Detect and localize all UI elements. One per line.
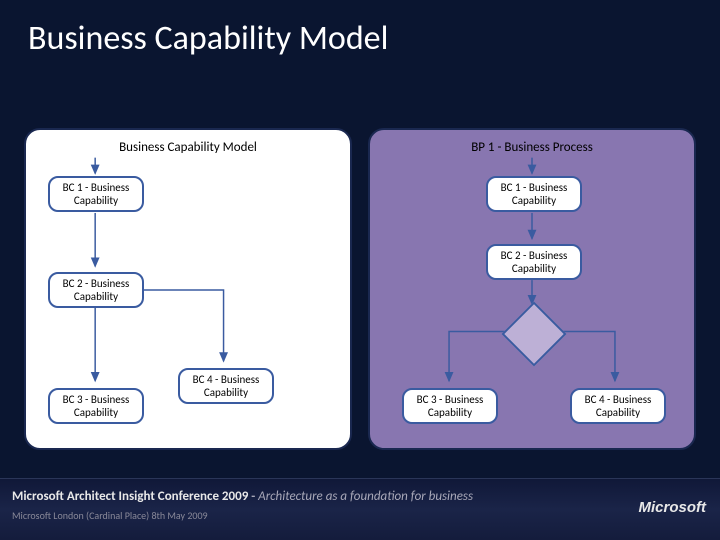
right-node-bc1: BC 1 - Business Capability	[486, 176, 582, 212]
right-panel-title: BP 1 - Business Process	[370, 140, 694, 155]
footer-tagline: Architecture as a foundation for busines…	[258, 489, 473, 504]
footer-bar: Microsoft Architect Insight Conference 2…	[0, 478, 720, 540]
left-node-bc2: BC 2 - Business Capability	[48, 272, 144, 308]
footer-conference-name: Microsoft Architect Insight Conference 2…	[12, 489, 248, 504]
left-panel: Business Capability Model BC 1 - Busines…	[24, 128, 352, 450]
right-decision-diamond	[501, 301, 566, 366]
right-node-bc3: BC 3 - Business Capability	[402, 388, 498, 424]
right-panel: BP 1 - Business Process BC 1 - Business …	[368, 128, 696, 450]
left-node-bc3: BC 3 - Business Capability	[48, 388, 144, 424]
slide-title: Business Capability Model	[28, 18, 388, 59]
left-node-bc1: BC 1 - Business Capability	[48, 176, 144, 212]
right-node-bc4: BC 4 - Business Capability	[570, 388, 666, 424]
right-node-bc2: BC 2 - Business Capability	[486, 244, 582, 280]
left-node-bc4: BC 4 - Business Capability	[178, 368, 274, 404]
left-panel-title: Business Capability Model	[26, 140, 350, 155]
footer-conference: Microsoft Architect Insight Conference 2…	[12, 489, 473, 504]
footer-location: Microsoft London (Cardinal Place) 8th Ma…	[12, 509, 208, 522]
microsoft-logo: Microsoft	[639, 499, 707, 516]
